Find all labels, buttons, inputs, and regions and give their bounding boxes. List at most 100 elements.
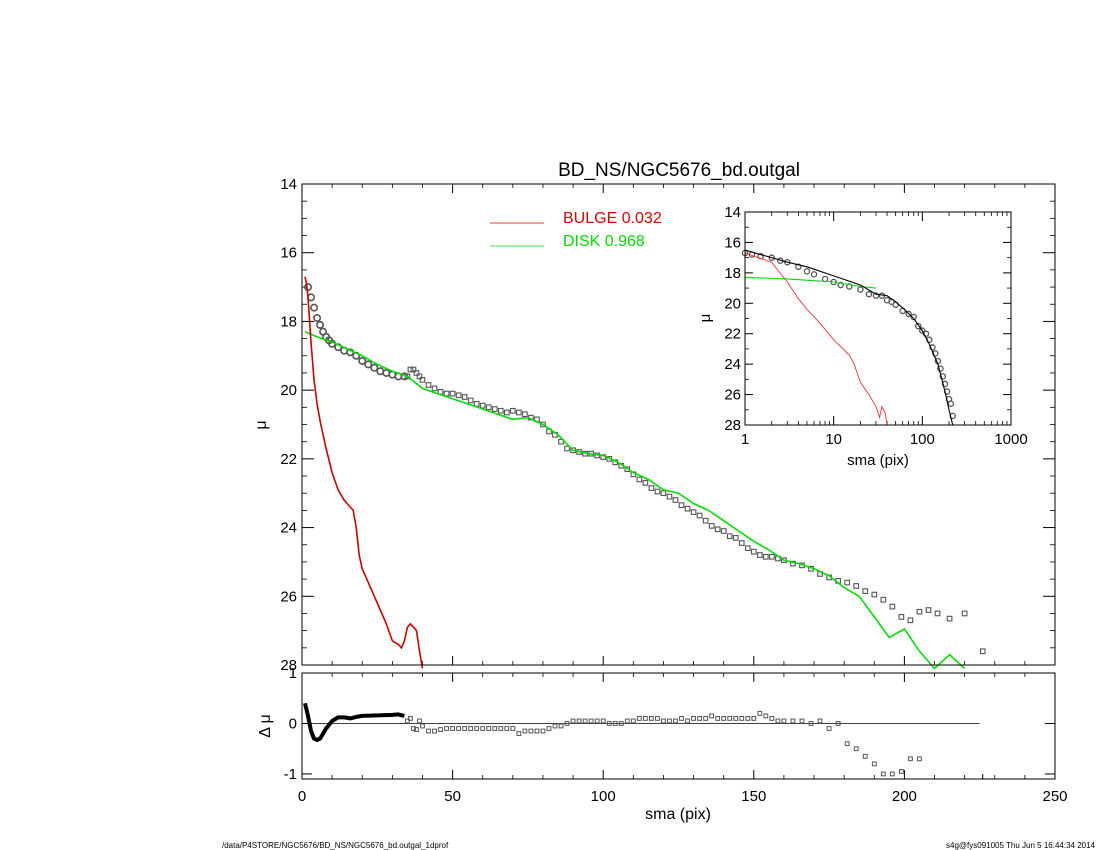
residual-data-point bbox=[763, 713, 769, 719]
residual-data-point bbox=[528, 728, 534, 734]
main-data-point bbox=[660, 490, 667, 497]
inset-disk-line bbox=[744, 276, 877, 289]
residual-data-point bbox=[691, 716, 696, 721]
main-data-point bbox=[310, 303, 319, 312]
residual-data-point bbox=[540, 728, 546, 734]
residual-data-point bbox=[733, 716, 739, 721]
x-tick-label: 100 bbox=[591, 788, 616, 805]
main-data-point bbox=[564, 445, 570, 452]
inset-background bbox=[745, 212, 1011, 425]
main-data-point bbox=[473, 401, 480, 407]
residual-data-point bbox=[721, 716, 727, 721]
main-data-point bbox=[880, 596, 887, 603]
main-data-point bbox=[720, 528, 727, 534]
main-x-label: sma (pix) bbox=[645, 806, 711, 823]
residual-data-point bbox=[799, 718, 805, 724]
main-data-point bbox=[558, 438, 564, 445]
main-data-point bbox=[491, 406, 498, 412]
main-data-point bbox=[316, 320, 325, 329]
inset-data-point bbox=[810, 271, 818, 278]
main-data-point bbox=[762, 553, 769, 560]
residual-data-point bbox=[456, 726, 462, 731]
main-data-point bbox=[443, 390, 450, 397]
main-y-tick-label: 24 bbox=[280, 520, 297, 537]
main-data-point bbox=[425, 382, 432, 388]
residual-data-point bbox=[438, 727, 443, 732]
main-data-point bbox=[907, 617, 914, 624]
inset-data-point bbox=[941, 380, 949, 388]
residual-data-point bbox=[618, 721, 624, 726]
residual-data-point bbox=[751, 716, 757, 721]
residual-data-point bbox=[661, 718, 666, 724]
residual-data-point bbox=[570, 718, 576, 724]
inset-frame bbox=[744, 211, 1012, 426]
inset-data-point bbox=[837, 281, 844, 289]
residual-data-point bbox=[426, 728, 431, 734]
residual-data-point bbox=[405, 718, 410, 724]
main-data-point bbox=[726, 533, 733, 540]
main-data-point bbox=[485, 404, 492, 411]
inset-data-point bbox=[915, 322, 922, 330]
main-data-point bbox=[678, 502, 685, 509]
residual-data-point bbox=[498, 726, 504, 731]
x-tick-label: 150 bbox=[741, 788, 766, 805]
residual-data-point bbox=[808, 721, 814, 726]
residual-data-point bbox=[408, 716, 413, 721]
residual-data-point bbox=[450, 726, 456, 731]
main-data-point bbox=[419, 376, 426, 383]
main-data-point bbox=[370, 363, 379, 372]
residual-data-point bbox=[703, 716, 709, 721]
residual-data-point bbox=[552, 723, 558, 729]
main-data-point bbox=[540, 421, 546, 428]
residual-data-point bbox=[534, 728, 540, 734]
main-y-label: μ bbox=[253, 420, 270, 429]
footer-timestamp: s4g@fys091005 Thu Jun 5 16:44:34 2014 bbox=[946, 841, 1096, 850]
inset-y-tick-label: 20 bbox=[724, 295, 741, 312]
inset-x-tick-label: 100 bbox=[910, 431, 935, 448]
residual-data-point bbox=[817, 718, 823, 724]
inset-x-label: sma (pix) bbox=[847, 452, 909, 469]
residual-frame bbox=[301, 672, 1056, 780]
main-data-point bbox=[756, 552, 763, 558]
residual-data-point bbox=[480, 726, 486, 731]
inset-data-point bbox=[937, 365, 944, 372]
residual-y-tick-label: 0 bbox=[289, 715, 297, 732]
residual-data-point bbox=[880, 771, 886, 777]
residual-data-point bbox=[667, 718, 672, 724]
residual-data-point bbox=[862, 753, 868, 759]
residual-y-tick-label: -1 bbox=[284, 766, 297, 783]
main-data-point bbox=[407, 366, 414, 373]
inset-data-point bbox=[932, 350, 939, 357]
inset-data-point bbox=[905, 310, 912, 318]
footer-path: /data/P4STORE/NGC5676/BD_NS/NGC5676_bd.o… bbox=[222, 841, 449, 850]
x-tick-label: 0 bbox=[298, 788, 306, 805]
residual-thick-line bbox=[303, 702, 405, 743]
residual-data-point bbox=[775, 718, 781, 724]
inset-ticks: 1 10 100 1000 14 16 18 20 22 24 26 28 bbox=[724, 204, 1027, 448]
residual-data-point bbox=[576, 718, 582, 724]
main-data-point bbox=[732, 535, 739, 541]
inset-bulge-line bbox=[744, 252, 888, 426]
figure-title: BD_NS/NGC5676_bd.outgal bbox=[558, 160, 800, 181]
main-y-tick-label: 16 bbox=[280, 245, 297, 262]
residual-data-point bbox=[420, 723, 425, 729]
residual-y-tick-label: 1 bbox=[289, 665, 297, 682]
main-data-point bbox=[961, 610, 968, 617]
bulge-line bbox=[304, 276, 424, 669]
main-data-point bbox=[684, 505, 691, 512]
main-ticks: 14 16 18 20 22 24 26 28 bbox=[280, 176, 1056, 674]
residual-data-point bbox=[582, 718, 588, 724]
residual-data-point bbox=[917, 756, 922, 762]
main-data-point bbox=[522, 411, 528, 418]
residual-data-point bbox=[612, 721, 618, 726]
inset-data-point bbox=[865, 290, 873, 298]
residual-data-point bbox=[697, 716, 702, 721]
x-tick-label: 250 bbox=[1042, 788, 1067, 805]
main-data-point bbox=[416, 373, 423, 380]
residual-data-point bbox=[522, 728, 528, 734]
main-data-point bbox=[666, 493, 673, 500]
main-data-point bbox=[479, 402, 486, 409]
main-data-point bbox=[648, 485, 655, 491]
residual-data-point bbox=[486, 726, 492, 731]
